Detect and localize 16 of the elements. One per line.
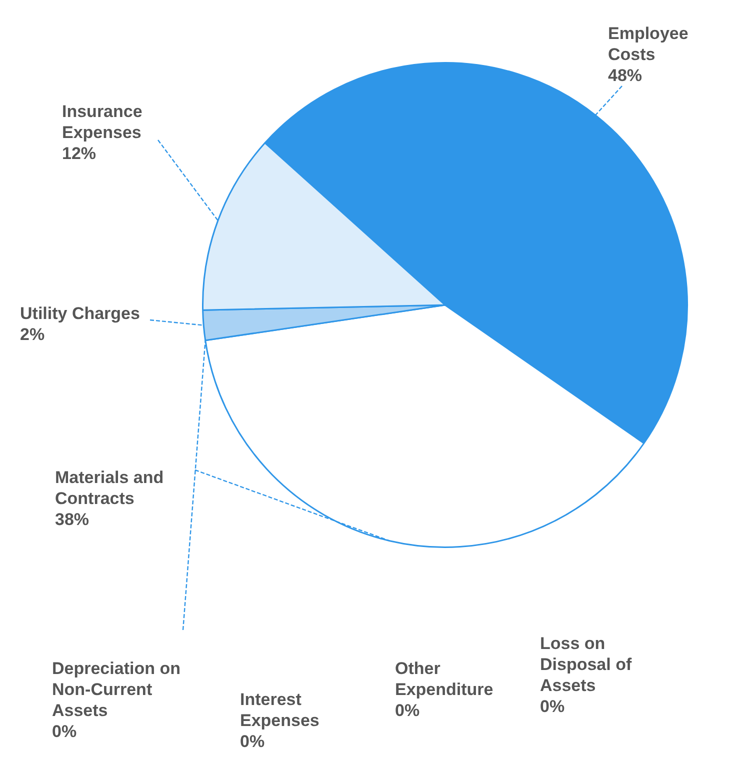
text: 0%	[395, 701, 420, 720]
slice-label: Insurance Expenses	[62, 102, 142, 142]
data-label: 12%	[62, 144, 96, 164]
data-label: 48%	[608, 66, 642, 86]
text: 0%	[240, 732, 265, 752]
category-label: Depreciation on Non-Current Assets	[52, 659, 180, 720]
slice-label: Materials and Contracts	[55, 468, 164, 508]
category-label: Interest Expenses	[240, 690, 320, 730]
text: 0%	[540, 697, 565, 716]
category-label: Other Expenditure	[395, 659, 494, 700]
data-label: 2%	[20, 325, 45, 344]
slice-label: Employee Costs	[608, 24, 688, 64]
category-label: Loss on Disposal of Assets	[540, 634, 632, 696]
text: 0%	[52, 722, 77, 742]
slice-label: Utility Charges	[20, 304, 140, 324]
data-label: 38%	[55, 510, 90, 530]
